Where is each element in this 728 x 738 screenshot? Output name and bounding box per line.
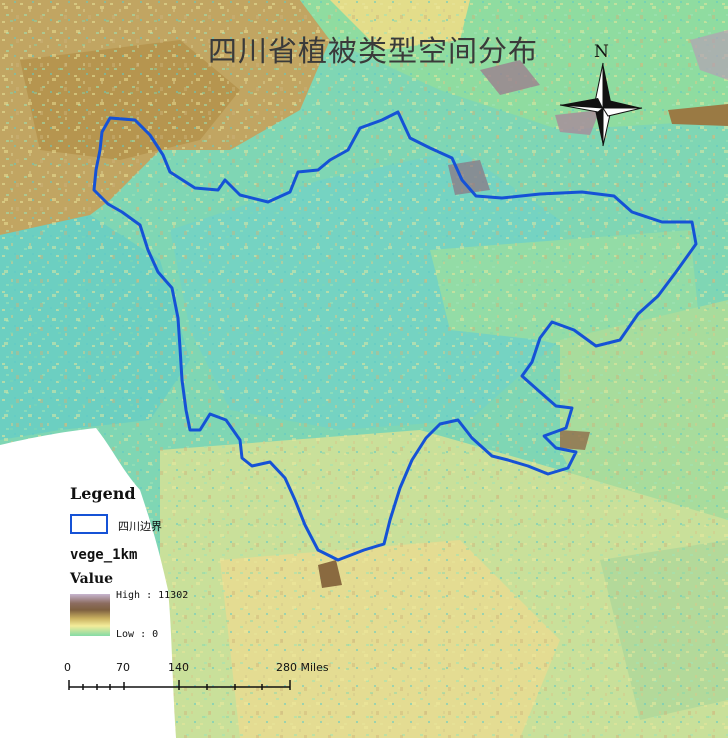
raster-layer-name: vege_1km [70, 547, 138, 563]
scale-tick-label: 0 [64, 661, 71, 674]
sichuan-boundary [92, 110, 698, 562]
boundary-legend-label: 四川边界 [118, 520, 162, 533]
no-data-area [0, 428, 176, 738]
north-arrow-label: N [594, 42, 609, 62]
map-title: 四川省植被类型空间分布 [208, 34, 539, 68]
north-arrow-icon [559, 62, 643, 147]
ramp-low-label: Low : 0 [116, 629, 159, 640]
legend-title: Legend [70, 484, 136, 503]
scale-tick-label: 140 [168, 661, 189, 674]
raster-value-label: Value [70, 571, 114, 587]
ramp-high-label: High : 11302 [116, 590, 189, 601]
scale-tick-label: 280 Miles [276, 661, 329, 674]
boundary-legend-swatch [70, 514, 108, 534]
scale-tick-label: 70 [116, 661, 130, 674]
scale-bar [68, 680, 291, 690]
value-color-ramp [70, 594, 110, 636]
